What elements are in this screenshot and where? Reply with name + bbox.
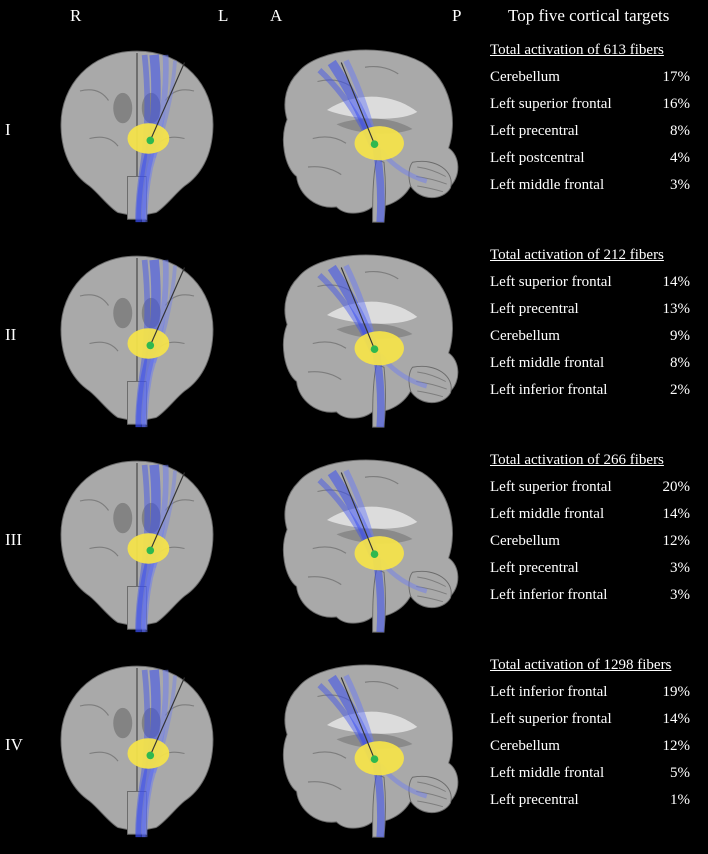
- total-activation-title: Total activation of 266 fibers: [490, 452, 700, 469]
- target-name: Cerebellum: [490, 738, 560, 755]
- targets-list: Total activation of 1298 fibers Left inf…: [490, 657, 700, 819]
- target-percent: 14%: [655, 506, 691, 523]
- figure-row: IV Total activation of 1298 fibers: [0, 643, 708, 848]
- l-label: L: [218, 6, 228, 26]
- target-line: Left inferior frontal 3%: [490, 587, 690, 604]
- total-activation-title: Total activation of 613 fibers: [490, 42, 700, 59]
- target-percent: 14%: [655, 274, 691, 291]
- sagittal-view: [260, 239, 470, 429]
- target-line: Left postcentral 4%: [490, 150, 690, 167]
- coronal-brain: [42, 34, 232, 224]
- target-percent: 9%: [662, 328, 690, 345]
- coronal-brain: [42, 239, 232, 429]
- target-percent: 3%: [662, 560, 690, 577]
- target-percent: 12%: [655, 738, 691, 755]
- target-name: Left inferior frontal: [490, 684, 607, 701]
- sagittal-brain: [260, 444, 470, 634]
- target-name: Left superior frontal: [490, 711, 612, 728]
- coronal-view: [42, 649, 232, 839]
- a-label: A: [270, 6, 282, 26]
- target-percent: 20%: [655, 479, 691, 496]
- target-percent: 8%: [662, 355, 690, 372]
- target-line: Left middle frontal 3%: [490, 177, 690, 194]
- target-line: Left superior frontal 20%: [490, 479, 690, 496]
- row-roman-label: II: [5, 325, 16, 345]
- row-roman-label: IV: [5, 735, 23, 755]
- target-name: Left precentral: [490, 792, 579, 809]
- target-name: Left middle frontal: [490, 765, 604, 782]
- target-name: Left inferior frontal: [490, 587, 607, 604]
- targets-list: Total activation of 266 fibers Left supe…: [490, 452, 700, 614]
- coronal-brain: [42, 649, 232, 839]
- coronal-view: [42, 444, 232, 634]
- target-percent: 5%: [662, 765, 690, 782]
- target-line: Cerebellum 9%: [490, 328, 690, 345]
- target-line: Left precentral 8%: [490, 123, 690, 140]
- coronal-brain: [42, 444, 232, 634]
- target-line: Left precentral 3%: [490, 560, 690, 577]
- target-percent: 12%: [655, 533, 691, 550]
- target-name: Left precentral: [490, 301, 579, 318]
- target-percent: 17%: [655, 69, 691, 86]
- sagittal-brain: [260, 649, 470, 839]
- target-percent: 3%: [662, 587, 690, 604]
- target-line: Left middle frontal 8%: [490, 355, 690, 372]
- figure-row: I Total activation of 613 fibers: [0, 28, 708, 233]
- target-percent: 16%: [655, 96, 691, 113]
- target-line: Left precentral 1%: [490, 792, 690, 809]
- target-name: Left middle frontal: [490, 506, 604, 523]
- target-name: Left precentral: [490, 560, 579, 577]
- target-name: Left middle frontal: [490, 355, 604, 372]
- target-percent: 19%: [655, 684, 691, 701]
- target-percent: 3%: [662, 177, 690, 194]
- target-line: Cerebellum 17%: [490, 69, 690, 86]
- target-percent: 8%: [662, 123, 690, 140]
- target-line: Left inferior frontal 19%: [490, 684, 690, 701]
- row-roman-label: III: [5, 530, 22, 550]
- target-name: Left postcentral: [490, 150, 585, 167]
- target-name: Left superior frontal: [490, 479, 612, 496]
- targets-column-header: Top five cortical targets: [508, 6, 669, 26]
- target-name: Cerebellum: [490, 69, 560, 86]
- p-label: P: [452, 6, 461, 26]
- target-name: Cerebellum: [490, 533, 560, 550]
- target-line: Cerebellum 12%: [490, 533, 690, 550]
- figure-row: III Total activation of 266 fibers: [0, 438, 708, 643]
- target-name: Left superior frontal: [490, 96, 612, 113]
- coronal-view: [42, 34, 232, 224]
- sagittal-brain: [260, 239, 470, 429]
- target-name: Cerebellum: [490, 328, 560, 345]
- sagittal-view: [260, 649, 470, 839]
- target-percent: 14%: [655, 711, 691, 728]
- total-activation-title: Total activation of 1298 fibers: [490, 657, 700, 674]
- targets-list: Total activation of 613 fibers Cerebellu…: [490, 42, 700, 204]
- target-line: Left precentral 13%: [490, 301, 690, 318]
- total-activation-title: Total activation of 212 fibers: [490, 247, 700, 264]
- target-line: Left middle frontal 5%: [490, 765, 690, 782]
- target-name: Left middle frontal: [490, 177, 604, 194]
- target-percent: 2%: [662, 382, 690, 399]
- target-line: Left superior frontal 14%: [490, 274, 690, 291]
- target-line: Left middle frontal 14%: [490, 506, 690, 523]
- target-percent: 13%: [655, 301, 691, 318]
- target-name: Left superior frontal: [490, 274, 612, 291]
- coronal-view: [42, 239, 232, 429]
- row-roman-label: I: [5, 120, 11, 140]
- figure-row: II Total activation of 212 fibers: [0, 233, 708, 438]
- sagittal-view: [260, 34, 470, 224]
- target-line: Left superior frontal 14%: [490, 711, 690, 728]
- r-label: R: [70, 6, 81, 26]
- target-percent: 1%: [662, 792, 690, 809]
- targets-list: Total activation of 212 fibers Left supe…: [490, 247, 700, 409]
- target-name: Left inferior frontal: [490, 382, 607, 399]
- sagittal-view: [260, 444, 470, 634]
- sagittal-brain: [260, 34, 470, 224]
- target-line: Left inferior frontal 2%: [490, 382, 690, 399]
- target-percent: 4%: [662, 150, 690, 167]
- target-line: Left superior frontal 16%: [490, 96, 690, 113]
- target-line: Cerebellum 12%: [490, 738, 690, 755]
- target-name: Left precentral: [490, 123, 579, 140]
